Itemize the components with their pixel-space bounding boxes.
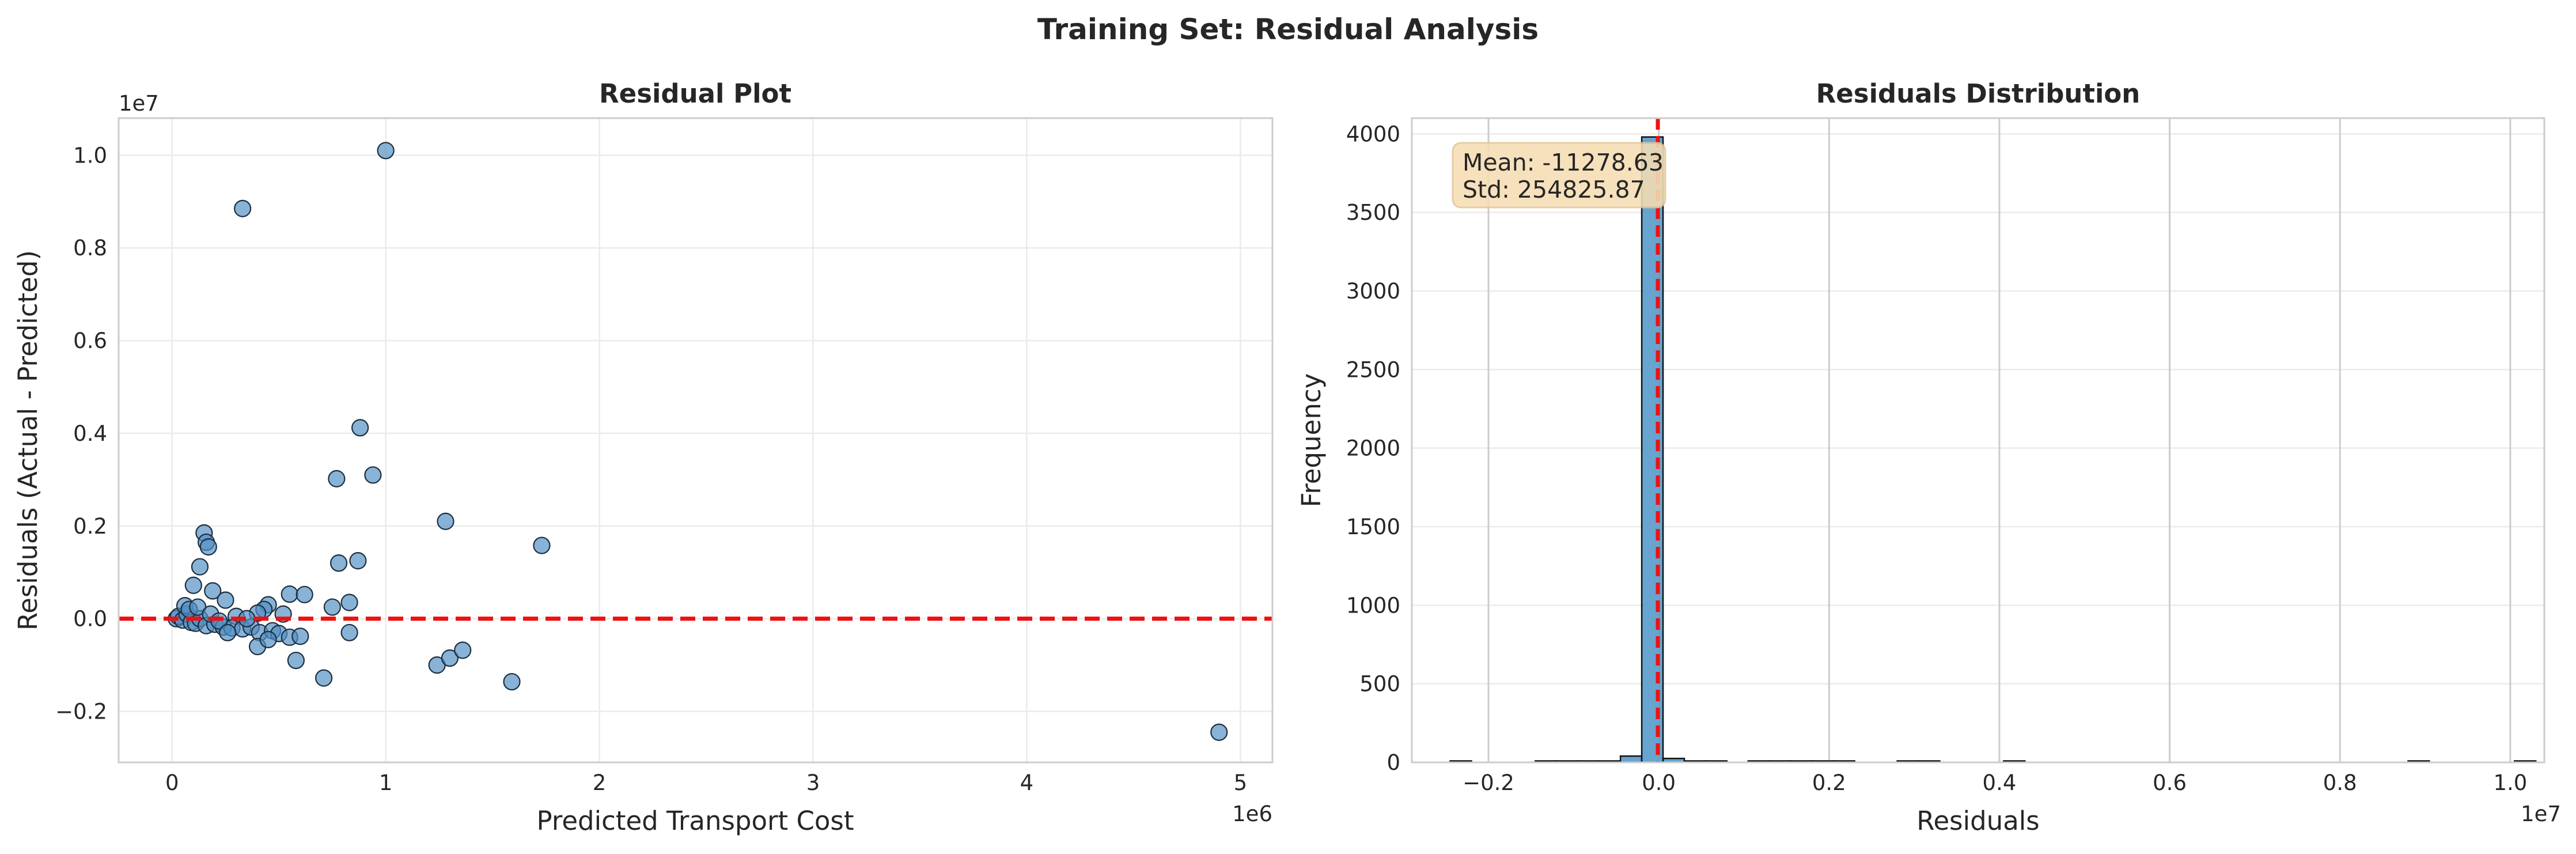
residual-point: [219, 624, 237, 641]
x-tick-label: 1.0: [2493, 770, 2527, 795]
y-tick-label: 2000: [1346, 436, 1400, 461]
x-tick-label: 0.0: [1642, 770, 1676, 795]
residual-point: [259, 630, 277, 648]
residual-point: [533, 536, 551, 554]
residual-point: [441, 649, 459, 667]
x-tick-label: 0: [165, 770, 179, 795]
y-tick-label: 500: [1359, 672, 1400, 697]
residual-point: [377, 142, 395, 160]
residual-point: [217, 591, 234, 609]
y-tick-label: 0.8: [73, 236, 107, 260]
residual-point: [234, 199, 252, 217]
x-tick-label: −0.2: [1463, 770, 1514, 795]
y-tick-label: 0.0: [73, 607, 107, 632]
stats-std-text: Std: 254825.87: [1463, 176, 1645, 203]
y-tick-label: 0: [1387, 750, 1400, 775]
x-tick-label: 5: [1234, 770, 1248, 795]
residual-point: [340, 594, 358, 611]
residual-point: [315, 669, 333, 687]
residual-point: [364, 466, 382, 484]
residual-plot-panel: 0 1 2 3 4 5 −0.2 0.0 0.2 0.4 0.6 0.8 1.0 Residual P…: [13, 78, 1274, 836]
residual-point: [184, 576, 202, 594]
residual-point: [281, 585, 298, 603]
residual-point: [349, 552, 367, 570]
residual-plot-x-ticks: 0 1 2 3 4 5: [165, 770, 1247, 795]
residual-point: [287, 651, 305, 670]
residual-plot-x-offset: 1e6: [1232, 802, 1272, 826]
figure-suptitle: Training Set: Residual Analysis: [1037, 13, 1539, 46]
histogram-y-ticks: 0 500 1000 1500 2000 2500 3000 3500 4000: [1346, 122, 1400, 775]
y-tick-label: 0.4: [73, 421, 107, 446]
x-tick-label: 2: [593, 770, 607, 795]
x-tick-label: 0.6: [2153, 770, 2187, 795]
stats-box: Mean: -11278.63 Std: 254825.87: [1452, 142, 1666, 209]
residual-point: [291, 628, 309, 645]
x-tick-label: 0.8: [2323, 770, 2357, 795]
y-tick-label: 1500: [1346, 515, 1400, 539]
residual-plot-x-label: Predicted Transport Cost: [536, 806, 854, 836]
residual-points: [119, 142, 1272, 741]
x-tick-label: 1: [379, 770, 393, 795]
residual-point: [503, 672, 521, 691]
histogram-y-label: Frequency: [1296, 373, 1327, 507]
x-tick-label: 4: [1020, 770, 1034, 795]
histogram-x-label: Residuals: [1916, 806, 2040, 836]
residual-point: [340, 624, 358, 641]
histogram-bar: [1619, 755, 1643, 764]
y-tick-label: 0.6: [73, 328, 107, 353]
residual-point: [199, 538, 217, 556]
histogram-x-offset: 1e7: [2521, 802, 2561, 826]
residual-plot-y-offset: 1e7: [119, 91, 159, 116]
y-tick-label: 3500: [1346, 201, 1400, 225]
y-tick-label: 1000: [1346, 593, 1400, 618]
histogram-frame: [1411, 117, 2545, 764]
residual-plot-y-label: Residuals (Actual - Predicted): [13, 250, 43, 630]
histogram-title: Residuals Distribution: [1816, 78, 2141, 109]
residual-point: [323, 598, 342, 616]
residual-point: [454, 641, 472, 659]
residual-point: [329, 554, 348, 572]
residual-point: [351, 419, 369, 437]
y-tick-label: 4000: [1346, 122, 1400, 146]
y-tick-label: 0.2: [73, 514, 107, 539]
residual-plot-grid: [119, 118, 1272, 762]
residual-point: [437, 512, 454, 530]
residual-point: [1210, 723, 1228, 741]
residual-point: [296, 585, 313, 603]
x-tick-label: 0.4: [1983, 770, 2017, 795]
residual-point: [328, 470, 346, 488]
y-tick-label: 1.0: [73, 143, 107, 168]
residual-plot-title: Residual Plot: [599, 78, 791, 109]
stats-mean-text: Mean: -11278.63: [1463, 149, 1664, 176]
y-tick-label: −0.2: [55, 700, 107, 724]
y-tick-label: 2500: [1346, 357, 1400, 382]
histogram-x-ticks: −0.2 0.0 0.2 0.4 0.6 0.8 1.0: [1463, 770, 2527, 795]
residual-point: [191, 558, 209, 576]
residuals-distribution-panel: −0.2 0.0 0.2 0.4 0.6 0.8 1.0 0 500 1000 1500 2000 2…: [1296, 78, 2561, 836]
residual-point: [204, 582, 222, 600]
residual-plot-frame: [118, 117, 1274, 764]
y-tick-label: 3000: [1346, 279, 1400, 304]
residual-plot-y-ticks: −0.2 0.0 0.2 0.4 0.6 0.8 1.0: [55, 143, 107, 724]
x-tick-label: 0.2: [1812, 770, 1846, 795]
x-tick-label: 3: [806, 770, 820, 795]
stats-box-background: [1452, 142, 1666, 209]
